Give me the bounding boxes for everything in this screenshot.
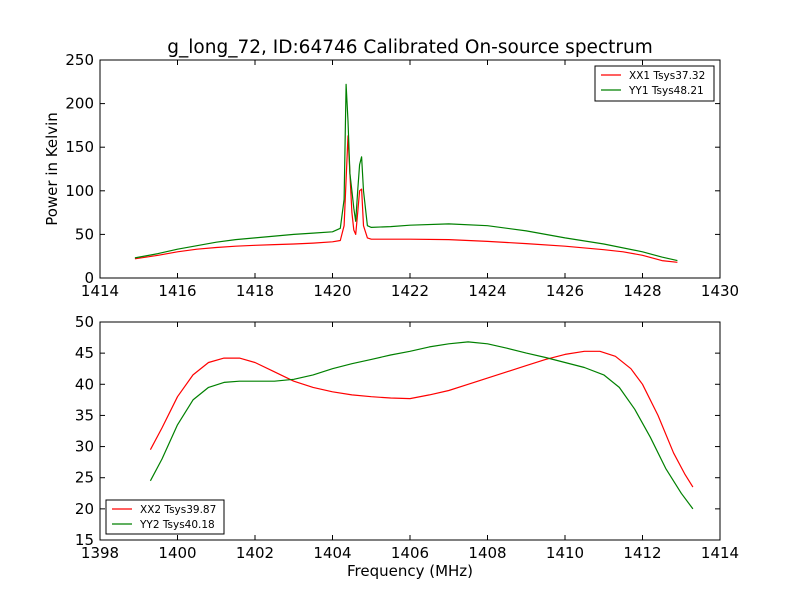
series-line-yy1 [134,83,678,262]
x-tick-label: 1410 [546,544,584,562]
top-y-axis-label: Power in Kelvin [43,112,61,226]
x-tick-label: 1424 [468,282,506,300]
y-tick-label: 150 [65,138,94,156]
bottom-legend: XX2 Tsys39.87 YY2 Tsys40.18 [105,499,225,535]
x-tick-label: 1426 [546,282,584,300]
x-tick-label: 1420 [313,282,351,300]
y-tick-label: 100 [65,182,94,200]
x-tick-label: 1402 [236,544,274,562]
top-plot-ticks: 1414 1416 1418 1420 1422 1424 1426 1428 1430 0 50 1… [65,51,739,300]
x-tick-label: 1414 [701,544,739,562]
top-legend-box [594,65,715,102]
series-line-yy2 [149,341,694,510]
top-legend: XX1 Tsys37.32 YY1 Tsys48.21 [594,65,715,102]
y-tick-label: 200 [65,95,94,113]
y-tick-label: 250 [65,51,94,69]
y-tick-label: 25 [75,469,94,487]
legend-label: YY2 Tsys40.18 [139,519,215,531]
y-tick-label: 20 [75,500,94,518]
y-tick-label: 30 [75,438,94,456]
x-tick-label: 1398 [81,544,119,562]
legend-label: XX2 Tsys39.87 [140,504,216,516]
x-tick-label: 1408 [468,544,506,562]
y-tick-label: 40 [75,375,94,393]
y-tick-label: 45 [75,344,94,362]
x-tick-label: 1428 [623,282,661,300]
bottom-legend-box [105,499,225,535]
legend-label: XX1 Tsys37.32 [629,70,705,82]
x-tick-label: 1416 [158,282,196,300]
x-tick-label: 1418 [236,282,274,300]
x-tick-label: 1414 [81,282,119,300]
x-tick-label: 1406 [391,544,429,562]
x-tick-label: 1404 [313,544,351,562]
y-tick-label: 50 [75,313,94,331]
y-tick-label: 35 [75,406,94,424]
legend-label: YY1 Tsys48.21 [628,85,704,97]
x-tick-label: 1400 [158,544,196,562]
bottom-plot-panel: 1398 1400 1402 1404 1406 1408 1410 1412 1414 15 20… [75,313,739,580]
series-line-xx1 [134,135,678,263]
x-tick-label: 1412 [623,544,661,562]
top-plot-series [134,83,678,263]
x-tick-label: 1430 [701,282,739,300]
series-line-xx2 [149,350,694,488]
top-plot-panel: 1414 1416 1418 1420 1422 1424 1426 1428 1430 0 50 1… [43,51,739,300]
bottom-plot-series [149,341,694,510]
chart-title: g_long_72, ID:64746 Calibrated On-source… [167,37,652,58]
y-tick-label: 50 [75,225,94,243]
bottom-x-axis-label: Frequency (MHz) [347,562,473,580]
x-tick-label: 1422 [391,282,429,300]
y-tick-label: 15 [75,531,94,549]
bottom-plot-ticks: 1398 1400 1402 1404 1406 1408 1410 1412 1414 15 20… [75,313,739,562]
y-tick-label: 0 [84,269,94,287]
